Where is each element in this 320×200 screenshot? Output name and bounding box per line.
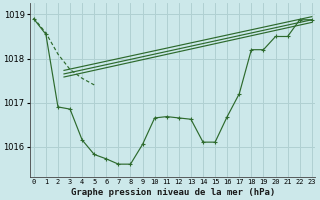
X-axis label: Graphe pression niveau de la mer (hPa): Graphe pression niveau de la mer (hPa) xyxy=(71,188,275,197)
